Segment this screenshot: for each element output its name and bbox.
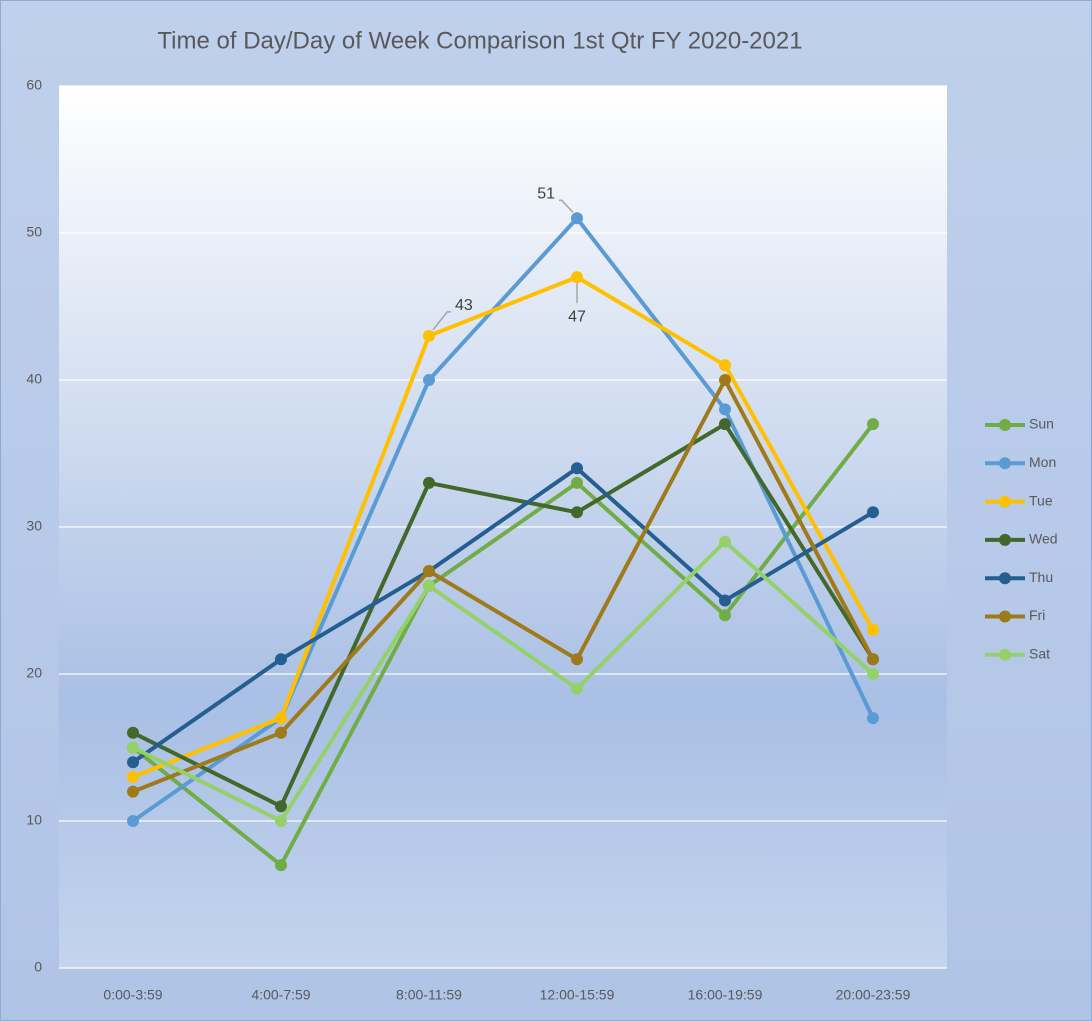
x-tick-label: 0:00-3:59 [103, 987, 162, 1003]
data-label: 51 [537, 186, 555, 203]
marker [571, 462, 583, 475]
line [131, 422, 875, 868]
x-tick-label: 4:00-7:59 [251, 987, 310, 1003]
legend-label: Mon [1029, 454, 1056, 470]
legend-label: Wed [1029, 531, 1058, 547]
x-tick-label: 20:00-23:59 [836, 987, 911, 1003]
y-tick-label: 30 [26, 518, 42, 534]
legend-marker [999, 419, 1011, 431]
marker [275, 800, 287, 813]
y-tick-label: 60 [26, 77, 42, 93]
marker [571, 653, 583, 666]
marker [571, 682, 583, 695]
data-label: 43 [455, 297, 473, 314]
marker [423, 329, 435, 342]
marker [571, 212, 583, 225]
marker [127, 741, 139, 754]
legend-marker [999, 495, 1011, 508]
marker [275, 653, 287, 666]
marker [867, 623, 879, 636]
y-tick-label: 40 [26, 371, 42, 387]
y-tick-label: 10 [26, 812, 42, 828]
marker [275, 859, 287, 872]
marker [127, 815, 139, 827]
legend-label: Sat [1029, 646, 1050, 662]
legend-label: Thu [1029, 569, 1053, 585]
data-label: 47 [568, 308, 586, 325]
marker [719, 594, 731, 607]
marker [275, 712, 287, 725]
legend-marker [999, 610, 1011, 623]
marker [571, 271, 583, 284]
legend-marker [999, 648, 1011, 661]
marker [719, 609, 731, 622]
marker [719, 418, 731, 431]
chart-title: Time of Day/Day of Week Comparison 1st Q… [157, 27, 802, 54]
marker [571, 506, 583, 519]
marker [423, 579, 435, 592]
legend-marker [999, 572, 1011, 585]
marker [571, 476, 583, 489]
legend-label: Tue [1029, 492, 1053, 508]
x-tick-label: 8:00-11:59 [396, 987, 462, 1003]
marker [867, 653, 879, 666]
line [132, 378, 875, 794]
line [131, 466, 875, 764]
marker [867, 712, 879, 725]
leader-line [432, 311, 451, 331]
marker [867, 506, 879, 519]
legend-label: Sun [1029, 416, 1054, 432]
marker [275, 726, 287, 739]
marker [423, 374, 435, 386]
line [132, 422, 875, 809]
line [132, 275, 875, 779]
legend-marker [999, 457, 1011, 470]
legend-marker [999, 533, 1011, 546]
line [132, 539, 875, 823]
marker [867, 418, 879, 431]
y-tick-label: 20 [26, 665, 42, 681]
y-tick-label: 0 [34, 959, 42, 975]
marker [719, 403, 731, 416]
marker [719, 374, 731, 386]
marker [127, 785, 139, 798]
leader-line [559, 199, 574, 213]
marker [423, 565, 435, 578]
marker [719, 535, 731, 548]
x-tick-label: 12:00-15:59 [540, 987, 615, 1003]
marker [275, 815, 287, 827]
marker [719, 359, 731, 372]
x-tick-label: 16:00-19:59 [688, 987, 763, 1003]
marker [127, 726, 139, 739]
legend-label: Fri [1029, 607, 1045, 623]
marker [127, 756, 139, 769]
marker [127, 770, 139, 783]
marker [867, 668, 879, 680]
y-tick-label: 50 [26, 224, 42, 240]
marker [423, 476, 435, 489]
